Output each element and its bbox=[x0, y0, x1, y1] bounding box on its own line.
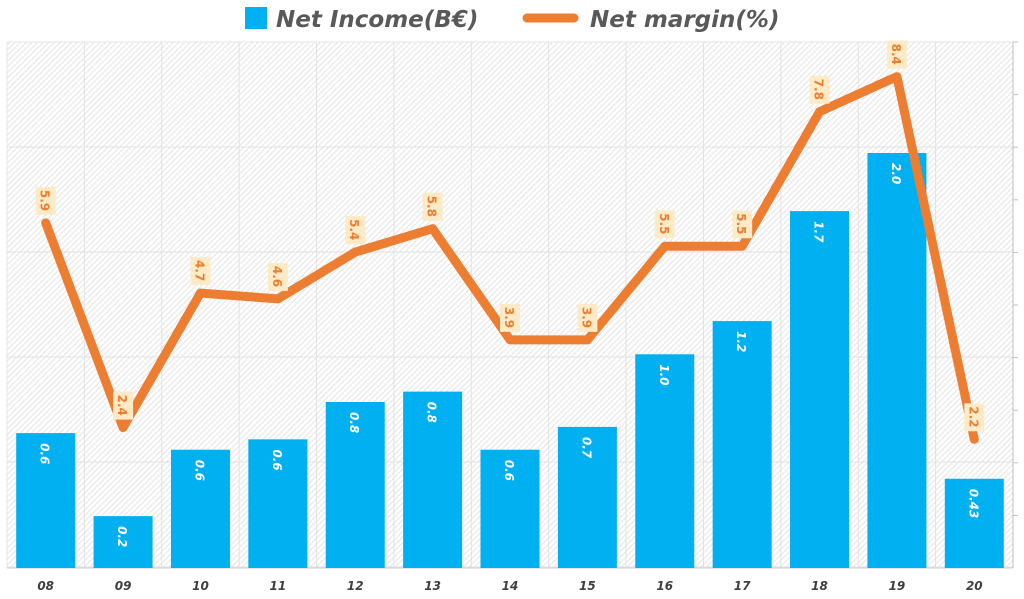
line-point bbox=[663, 245, 666, 248]
line-data-label: 5.9 bbox=[38, 190, 52, 211]
line-data-label-box bbox=[422, 192, 443, 221]
line-data-label: 5.5 bbox=[657, 213, 671, 234]
line-data-label-box bbox=[500, 303, 520, 332]
bar-net-income bbox=[93, 516, 153, 568]
line-point bbox=[354, 251, 357, 254]
line-point bbox=[199, 292, 202, 295]
x-tick-label: 11 bbox=[269, 579, 286, 593]
line-data-label-box bbox=[964, 403, 985, 432]
line-point bbox=[818, 110, 821, 113]
x-tick-label: 08 bbox=[37, 579, 54, 593]
legend-label-net-margin: Net margin(%) bbox=[590, 7, 779, 33]
bar-net-income bbox=[403, 391, 463, 568]
line-point bbox=[122, 426, 125, 429]
line-data-label: 2.4 bbox=[115, 395, 129, 416]
line-point bbox=[895, 75, 898, 78]
bar-net-income bbox=[635, 354, 695, 568]
line-data-label-box bbox=[732, 210, 753, 239]
bar-data-label: 0.43 bbox=[966, 489, 980, 519]
bar-net-income bbox=[16, 433, 76, 568]
legend: Net Income(B€) Net margin(%) bbox=[245, 7, 779, 33]
x-tick-label: 18 bbox=[811, 579, 828, 593]
line-data-label-box bbox=[190, 257, 211, 286]
line-point bbox=[741, 245, 744, 248]
line-data-label: 3.9 bbox=[579, 307, 593, 328]
line-data-label-box bbox=[886, 40, 907, 69]
bar-data-label: 0.7 bbox=[579, 437, 593, 459]
bar-net-income bbox=[248, 439, 308, 568]
legend-label-net-income: Net Income(B€) bbox=[276, 7, 478, 33]
line-data-label: 5.5 bbox=[734, 213, 748, 234]
bar-data-label: 0.6 bbox=[270, 449, 284, 470]
line-point bbox=[276, 297, 279, 300]
line-data-label-box bbox=[345, 216, 366, 245]
bar-net-income bbox=[867, 153, 927, 568]
bar-net-income bbox=[170, 449, 230, 568]
x-tick-label: 13 bbox=[424, 579, 441, 593]
bar-net-income bbox=[325, 402, 385, 568]
bar-data-label: 0.6 bbox=[192, 460, 206, 481]
bar-data-label: 1.0 bbox=[657, 364, 671, 385]
x-tick-label: 16 bbox=[656, 579, 673, 593]
line-data-label: 5.4 bbox=[347, 219, 361, 240]
line-data-label: 4.7 bbox=[192, 260, 206, 281]
bar-net-income bbox=[944, 478, 1004, 568]
line-point bbox=[44, 221, 47, 224]
line-data-label: 4.6 bbox=[270, 266, 284, 287]
line-data-label-box bbox=[809, 75, 830, 104]
line-point bbox=[586, 338, 589, 341]
line-data-label: 5.8 bbox=[425, 196, 439, 217]
line-point bbox=[973, 438, 976, 441]
bar-data-label: 0.8 bbox=[347, 412, 361, 433]
line-data-label-box bbox=[577, 303, 598, 332]
bar-net-income bbox=[557, 426, 617, 568]
line-data-label-box bbox=[654, 210, 675, 239]
x-tick-label: 15 bbox=[579, 579, 596, 593]
line-point bbox=[509, 338, 511, 341]
line-point bbox=[431, 227, 434, 230]
bar-data-label: 2.0 bbox=[889, 163, 903, 184]
line-data-label: 2.2 bbox=[966, 406, 980, 427]
bar-data-label: 0.6 bbox=[38, 443, 52, 464]
line-data-label: 8.4 bbox=[889, 44, 903, 65]
bar-data-label: 0.2 bbox=[115, 526, 129, 547]
bar-net-income bbox=[480, 449, 540, 568]
legend-swatch-net-income bbox=[245, 7, 267, 29]
line-data-label-box bbox=[35, 186, 56, 215]
bar-data-label: 1.2 bbox=[734, 331, 748, 352]
x-tick-label: 17 bbox=[734, 579, 751, 593]
x-tick-label: 20 bbox=[966, 579, 983, 593]
x-tick-label: 19 bbox=[889, 579, 906, 593]
line-data-label-box bbox=[113, 391, 134, 420]
x-tick-label: 12 bbox=[347, 579, 364, 593]
x-tick-label: 09 bbox=[115, 579, 132, 593]
bar-data-label: 1.7 bbox=[812, 221, 826, 243]
bar-data-label: 0.8 bbox=[425, 402, 439, 423]
bar-net-income bbox=[790, 211, 850, 568]
bar-net-income bbox=[712, 321, 772, 568]
line-data-label: 3.9 bbox=[502, 307, 516, 328]
line-data-label: 7.8 bbox=[812, 79, 826, 100]
bar-data-label: 0.6 bbox=[502, 460, 516, 481]
x-tick-label: 10 bbox=[192, 579, 209, 593]
x-tick-label: 14 bbox=[502, 579, 519, 593]
line-data-label-box bbox=[267, 262, 288, 291]
